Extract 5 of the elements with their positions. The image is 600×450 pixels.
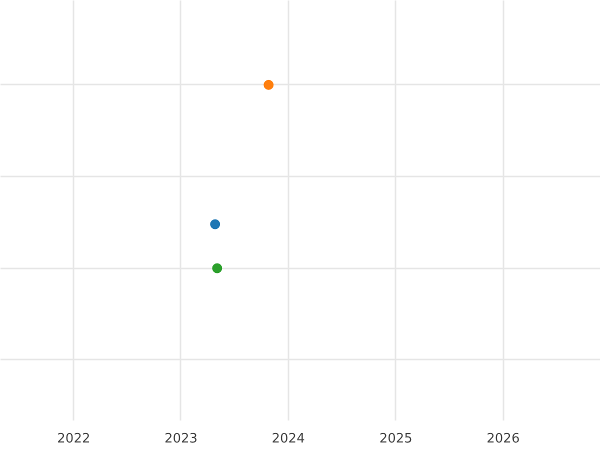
x-tick-label: 2026	[486, 432, 520, 446]
x-tick-label: 2025	[379, 432, 412, 446]
x-tick-label: 2024	[272, 432, 305, 446]
x-tick-label: 2023	[164, 432, 198, 446]
x-tick-label: 2022	[57, 432, 90, 446]
